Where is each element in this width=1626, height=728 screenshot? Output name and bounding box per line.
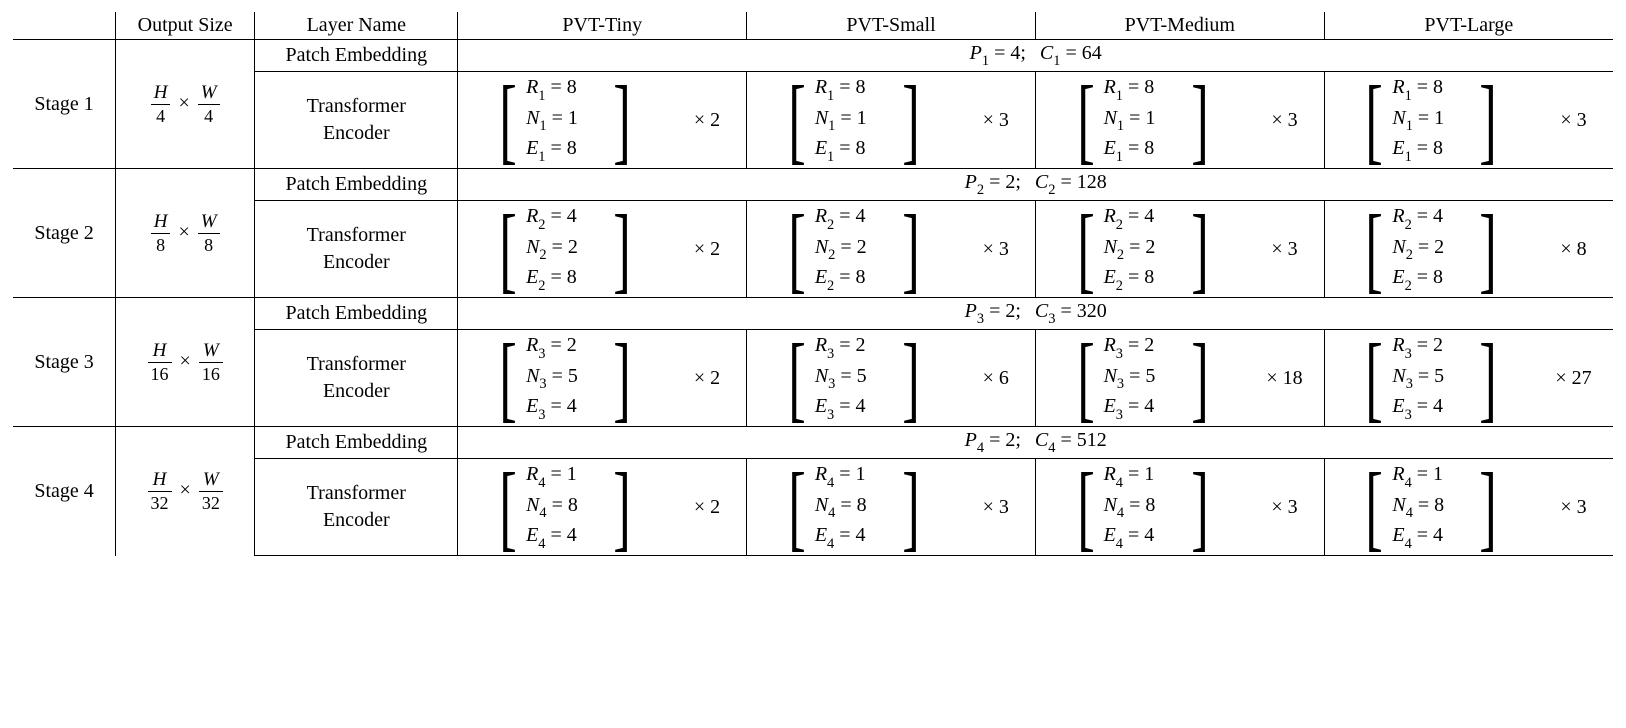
enc-block-2: [R2 = 4N2 = 2E2 = 8] [1035,201,1249,298]
architecture-table: Output Size Layer Name PVT-Tiny PVT-Smal… [13,12,1613,556]
enc-block-3: [R1 = 8N1 = 1E1 = 8] [1324,72,1538,169]
enc-mult-1: × 3 [961,201,1036,298]
stage-label: Stage 1 [13,40,116,169]
enc-block-1: [R1 = 8N1 = 1E1 = 8] [747,72,961,169]
patch-embed-params: P1 = 4;C1 = 64 [458,40,1613,72]
col-layer-name: Layer Name [255,12,458,40]
col-output-size: Output Size [116,12,255,40]
enc-block-1: [R3 = 2N3 = 5E3 = 4] [747,330,961,427]
output-size: H16×W16 [116,298,255,427]
layer-patch-embedding: Patch Embedding [255,169,458,201]
enc-mult-2: × 3 [1249,459,1324,556]
enc-block-3: [R2 = 4N2 = 2E2 = 8] [1324,201,1538,298]
layer-patch-embedding: Patch Embedding [255,298,458,330]
enc-block-2: [R1 = 8N1 = 1E1 = 8] [1035,72,1249,169]
col-variant-2: PVT-Medium [1035,12,1324,40]
enc-mult-3: × 8 [1538,201,1613,298]
enc-block-3: [R3 = 2N3 = 5E3 = 4] [1324,330,1538,427]
enc-mult-0: × 2 [672,72,747,169]
layer-transformer-encoder: TransformerEncoder [255,459,458,556]
enc-mult-0: × 2 [672,201,747,298]
enc-block-0: [R1 = 8N1 = 1E1 = 8] [458,72,672,169]
enc-mult-0: × 2 [672,330,747,427]
enc-block-0: [R2 = 4N2 = 2E2 = 8] [458,201,672,298]
enc-block-1: [R2 = 4N2 = 2E2 = 8] [747,201,961,298]
patch-embed-params: P4 = 2;C4 = 512 [458,427,1613,459]
enc-mult-1: × 3 [961,72,1036,169]
enc-block-3: [R4 = 1N4 = 8E4 = 4] [1324,459,1538,556]
output-size: H4×W4 [116,40,255,169]
enc-block-2: [R4 = 1N4 = 8E4 = 4] [1035,459,1249,556]
enc-mult-2: × 3 [1249,72,1324,169]
stage-label: Stage 2 [13,169,116,298]
enc-block-2: [R3 = 2N3 = 5E3 = 4] [1035,330,1249,427]
enc-mult-3: × 3 [1538,459,1613,556]
layer-patch-embedding: Patch Embedding [255,427,458,459]
stage-label: Stage 4 [13,427,116,556]
enc-mult-0: × 2 [672,459,747,556]
enc-mult-3: × 27 [1538,330,1613,427]
header-row: Output Size Layer Name PVT-Tiny PVT-Smal… [13,12,1613,40]
col-variant-0: PVT-Tiny [458,12,747,40]
patch-embed-params: P3 = 2;C3 = 320 [458,298,1613,330]
layer-transformer-encoder: TransformerEncoder [255,330,458,427]
layer-patch-embedding: Patch Embedding [255,40,458,72]
enc-mult-2: × 3 [1249,201,1324,298]
layer-transformer-encoder: TransformerEncoder [255,201,458,298]
layer-transformer-encoder: TransformerEncoder [255,72,458,169]
output-size: H8×W8 [116,169,255,298]
enc-block-0: [R3 = 2N3 = 5E3 = 4] [458,330,672,427]
output-size: H32×W32 [116,427,255,556]
col-variant-1: PVT-Small [747,12,1036,40]
enc-block-1: [R4 = 1N4 = 8E4 = 4] [747,459,961,556]
stage-label: Stage 3 [13,298,116,427]
patch-embed-params: P2 = 2;C2 = 128 [458,169,1613,201]
enc-mult-2: × 18 [1249,330,1324,427]
col-variant-3: PVT-Large [1324,12,1613,40]
enc-mult-1: × 3 [961,459,1036,556]
enc-mult-3: × 3 [1538,72,1613,169]
enc-mult-1: × 6 [961,330,1036,427]
enc-block-0: [R4 = 1N4 = 8E4 = 4] [458,459,672,556]
